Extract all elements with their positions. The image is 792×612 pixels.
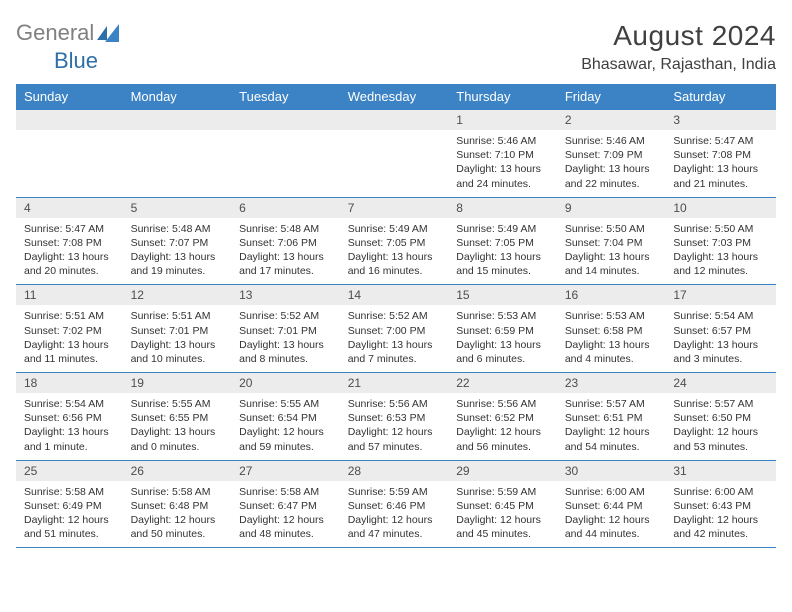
day-number: 8 [450,197,559,218]
daynum-row: 11121314151617 [16,284,776,305]
day-content: Sunrise: 5:59 AMSunset: 6:46 PMDaylight:… [342,481,451,549]
day-number: 28 [342,460,451,481]
day-number: 11 [16,284,125,305]
logo-text-2: Blue [54,48,98,73]
logo-text-1: General [16,20,94,46]
day-content: Sunrise: 5:47 AMSunset: 7:08 PMDaylight:… [16,218,125,285]
day-content: Sunrise: 5:48 AMSunset: 7:07 PMDaylight:… [125,218,234,285]
day-header-cell: Sunday [16,84,125,109]
day-content [16,130,125,197]
day-number: 18 [16,372,125,393]
day-number: 21 [342,372,451,393]
content-row: Sunrise: 5:46 AMSunset: 7:10 PMDaylight:… [16,130,776,197]
day-number: 13 [233,284,342,305]
day-number: 2 [559,109,668,130]
day-content: Sunrise: 5:52 AMSunset: 7:00 PMDaylight:… [342,305,451,372]
day-content: Sunrise: 5:55 AMSunset: 6:54 PMDaylight:… [233,393,342,460]
day-number: 12 [125,284,234,305]
day-number: 9 [559,197,668,218]
day-number [125,109,234,130]
day-content: Sunrise: 5:51 AMSunset: 7:02 PMDaylight:… [16,305,125,372]
calendar-page: General August 2024 Bhasawar, Rajasthan,… [0,0,792,558]
day-number: 29 [450,460,559,481]
logo: General [16,20,119,46]
content-row: Sunrise: 5:51 AMSunset: 7:02 PMDaylight:… [16,305,776,372]
day-number: 3 [667,109,776,130]
daynum-row: 25262728293031 [16,460,776,481]
day-content: Sunrise: 5:46 AMSunset: 7:10 PMDaylight:… [450,130,559,197]
content-row: Sunrise: 5:58 AMSunset: 6:49 PMDaylight:… [16,481,776,549]
day-content: Sunrise: 5:54 AMSunset: 6:56 PMDaylight:… [16,393,125,460]
day-number [342,109,451,130]
day-number: 20 [233,372,342,393]
day-content: Sunrise: 6:00 AMSunset: 6:43 PMDaylight:… [667,481,776,549]
day-content: Sunrise: 5:46 AMSunset: 7:09 PMDaylight:… [559,130,668,197]
day-number [16,109,125,130]
logo-mark2-icon [105,24,119,42]
day-number: 1 [450,109,559,130]
day-content: Sunrise: 6:00 AMSunset: 6:44 PMDaylight:… [559,481,668,549]
day-content: Sunrise: 5:57 AMSunset: 6:51 PMDaylight:… [559,393,668,460]
day-content: Sunrise: 5:48 AMSunset: 7:06 PMDaylight:… [233,218,342,285]
content-row: Sunrise: 5:47 AMSunset: 7:08 PMDaylight:… [16,218,776,285]
day-number: 31 [667,460,776,481]
logo-blue: Blue [16,48,776,74]
content-row: Sunrise: 5:54 AMSunset: 6:56 PMDaylight:… [16,393,776,460]
day-header-cell: Monday [125,84,234,109]
day-content: Sunrise: 5:56 AMSunset: 6:52 PMDaylight:… [450,393,559,460]
day-content: Sunrise: 5:50 AMSunset: 7:04 PMDaylight:… [559,218,668,285]
day-number: 10 [667,197,776,218]
day-number: 15 [450,284,559,305]
day-number: 19 [125,372,234,393]
day-number: 6 [233,197,342,218]
daynum-row: 45678910 [16,197,776,218]
calendar-table: SundayMondayTuesdayWednesdayThursdayFrid… [16,84,776,548]
day-content [233,130,342,197]
day-number: 16 [559,284,668,305]
day-content: Sunrise: 5:49 AMSunset: 7:05 PMDaylight:… [342,218,451,285]
day-content: Sunrise: 5:52 AMSunset: 7:01 PMDaylight:… [233,305,342,372]
day-number: 23 [559,372,668,393]
day-number: 14 [342,284,451,305]
daynum-row: 18192021222324 [16,372,776,393]
daynum-row: 123 [16,109,776,130]
day-header-cell: Wednesday [342,84,451,109]
logo-mark-icon [97,26,107,40]
day-content: Sunrise: 5:47 AMSunset: 7:08 PMDaylight:… [667,130,776,197]
day-header-cell: Saturday [667,84,776,109]
day-content: Sunrise: 5:50 AMSunset: 7:03 PMDaylight:… [667,218,776,285]
day-header-row: SundayMondayTuesdayWednesdayThursdayFrid… [16,84,776,109]
day-header-cell: Tuesday [233,84,342,109]
day-number: 26 [125,460,234,481]
day-number [233,109,342,130]
day-number: 5 [125,197,234,218]
day-number: 4 [16,197,125,218]
day-content: Sunrise: 5:58 AMSunset: 6:49 PMDaylight:… [16,481,125,549]
day-content [342,130,451,197]
day-content: Sunrise: 5:53 AMSunset: 6:58 PMDaylight:… [559,305,668,372]
day-number: 27 [233,460,342,481]
day-header-cell: Thursday [450,84,559,109]
day-content: Sunrise: 5:49 AMSunset: 7:05 PMDaylight:… [450,218,559,285]
day-header-cell: Friday [559,84,668,109]
day-number: 30 [559,460,668,481]
day-number: 17 [667,284,776,305]
day-content: Sunrise: 5:56 AMSunset: 6:53 PMDaylight:… [342,393,451,460]
day-content: Sunrise: 5:51 AMSunset: 7:01 PMDaylight:… [125,305,234,372]
day-content: Sunrise: 5:57 AMSunset: 6:50 PMDaylight:… [667,393,776,460]
day-content: Sunrise: 5:55 AMSunset: 6:55 PMDaylight:… [125,393,234,460]
day-content: Sunrise: 5:59 AMSunset: 6:45 PMDaylight:… [450,481,559,549]
day-number: 22 [450,372,559,393]
day-number: 7 [342,197,451,218]
day-content: Sunrise: 5:58 AMSunset: 6:47 PMDaylight:… [233,481,342,549]
day-number: 24 [667,372,776,393]
day-content [125,130,234,197]
day-content: Sunrise: 5:54 AMSunset: 6:57 PMDaylight:… [667,305,776,372]
day-content: Sunrise: 5:58 AMSunset: 6:48 PMDaylight:… [125,481,234,549]
day-number: 25 [16,460,125,481]
day-content: Sunrise: 5:53 AMSunset: 6:59 PMDaylight:… [450,305,559,372]
